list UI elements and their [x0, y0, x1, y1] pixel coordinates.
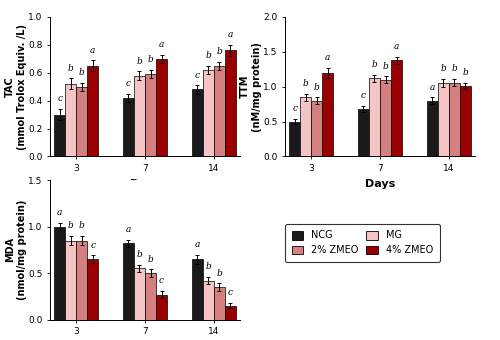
Bar	[322, 73, 333, 156]
Text: a: a	[394, 42, 399, 51]
Bar	[134, 269, 145, 320]
Text: b: b	[452, 65, 457, 73]
Bar	[156, 294, 167, 320]
Text: b: b	[216, 269, 222, 278]
Bar	[134, 75, 145, 156]
Text: a: a	[228, 30, 233, 39]
Text: b: b	[216, 47, 222, 56]
Text: b: b	[136, 57, 142, 66]
Text: a: a	[126, 225, 131, 234]
Bar	[460, 86, 471, 156]
Text: a: a	[430, 83, 435, 91]
Y-axis label: TTM
(nM/mg protein): TTM (nM/mg protein)	[240, 42, 262, 132]
Bar	[192, 89, 203, 156]
Legend: NCG, 2% ZMEO, MG, 4% ZMEO: NCG, 2% ZMEO, MG, 4% ZMEO	[285, 224, 440, 262]
Bar	[123, 98, 134, 156]
Text: b: b	[206, 51, 211, 60]
Text: a: a	[90, 46, 96, 55]
Bar	[225, 306, 236, 320]
Bar	[76, 87, 87, 156]
Text: a: a	[325, 53, 330, 62]
Text: b: b	[303, 79, 308, 88]
Text: a: a	[194, 240, 200, 249]
X-axis label: Days: Days	[365, 178, 395, 189]
Text: b: b	[148, 55, 154, 64]
Bar	[76, 241, 87, 320]
Text: b: b	[68, 221, 73, 231]
Bar	[87, 66, 98, 156]
Text: c: c	[90, 241, 95, 250]
Text: b: b	[136, 250, 142, 259]
Bar	[87, 259, 98, 320]
Y-axis label: MDA
(nmol/mg protein): MDA (nmol/mg protein)	[5, 200, 26, 300]
Bar	[311, 101, 322, 156]
Bar	[449, 83, 460, 156]
Bar	[54, 227, 65, 320]
Text: b: b	[79, 221, 84, 231]
Text: b: b	[372, 60, 378, 69]
Text: b: b	[440, 65, 446, 73]
Bar	[438, 83, 449, 156]
Bar	[203, 280, 214, 320]
Bar	[192, 259, 203, 320]
Bar	[358, 109, 369, 156]
Text: b: b	[462, 68, 468, 77]
Bar	[289, 121, 300, 156]
Text: c: c	[292, 104, 297, 113]
Text: a: a	[57, 208, 62, 217]
Text: c: c	[126, 79, 131, 88]
Bar	[203, 70, 214, 156]
Bar	[369, 78, 380, 156]
Text: b: b	[206, 262, 211, 271]
Text: b: b	[79, 68, 84, 77]
Text: c: c	[195, 71, 200, 80]
Text: c: c	[361, 91, 366, 100]
Text: c: c	[57, 95, 62, 103]
Bar	[54, 115, 65, 156]
Bar	[300, 97, 311, 156]
Text: b: b	[68, 64, 73, 73]
Bar	[145, 273, 156, 320]
Bar	[380, 80, 391, 156]
Text: c: c	[159, 276, 164, 285]
X-axis label: Days: Days	[130, 178, 160, 189]
Text: b: b	[148, 255, 154, 264]
Text: c: c	[228, 288, 233, 297]
Text: a: a	[159, 40, 164, 49]
Bar	[214, 287, 225, 320]
Bar	[427, 101, 438, 156]
Bar	[123, 243, 134, 320]
Bar	[156, 59, 167, 156]
Bar	[65, 84, 76, 156]
Y-axis label: TAC
(mmol Trolox Equiv. /L): TAC (mmol Trolox Equiv. /L)	[5, 24, 26, 150]
Bar	[145, 74, 156, 156]
Bar	[225, 50, 236, 156]
Bar	[65, 241, 76, 320]
Text: b: b	[382, 62, 388, 71]
Text: b: b	[314, 83, 320, 91]
Bar	[214, 66, 225, 156]
Bar	[391, 60, 402, 156]
